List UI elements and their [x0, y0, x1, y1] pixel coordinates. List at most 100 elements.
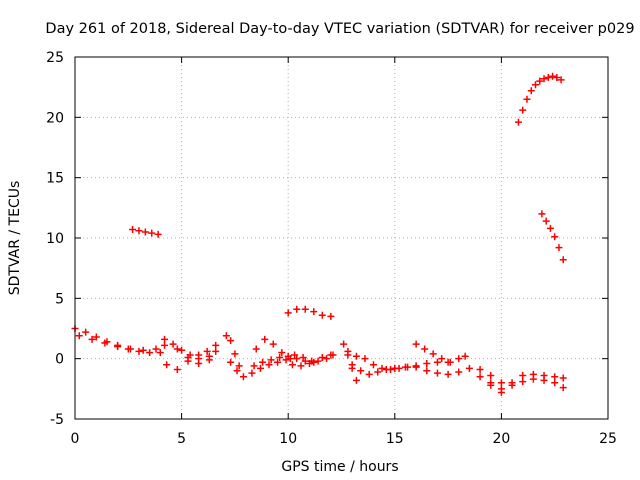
data-point — [293, 355, 301, 363]
series-track-b — [75, 332, 169, 354]
data-point — [252, 345, 260, 353]
data-point — [519, 372, 527, 380]
data-point — [559, 374, 567, 382]
data-point — [310, 308, 318, 316]
data-point — [195, 351, 203, 359]
x-axis-label: GPS time / hours — [281, 459, 398, 475]
series-track-m — [284, 305, 335, 320]
data-point — [297, 362, 305, 370]
data-point — [276, 353, 284, 361]
series-track-f — [173, 345, 220, 367]
data-point — [250, 362, 258, 370]
x-tick-label: 20 — [492, 431, 510, 447]
data-point — [559, 384, 567, 392]
data-point — [549, 72, 557, 80]
y-tick-label: 25 — [46, 50, 64, 66]
data-point — [329, 351, 337, 359]
data-point — [519, 378, 527, 386]
data-point — [421, 345, 429, 353]
data-point — [274, 358, 282, 366]
data-point — [429, 350, 437, 358]
y-tick-label: 0 — [55, 352, 64, 368]
data-point — [156, 349, 164, 357]
data-point — [248, 369, 256, 377]
data-point — [259, 358, 267, 366]
chart-title: Day 261 of 2018, Sidereal Day-to-day VTE… — [45, 21, 634, 37]
data-point — [519, 106, 527, 114]
data-point — [544, 74, 552, 82]
data-point — [169, 340, 177, 348]
data-point — [301, 357, 309, 365]
series-track-l — [288, 351, 337, 370]
data-point — [126, 345, 134, 353]
data-point — [146, 349, 154, 357]
series-track-q — [391, 352, 469, 372]
data-point — [195, 359, 203, 367]
data-point — [256, 364, 264, 372]
data-point — [508, 381, 516, 389]
x-tick-label: 5 — [177, 431, 186, 447]
data-point — [161, 335, 169, 343]
data-point — [401, 363, 409, 371]
data-point — [139, 346, 147, 354]
y-tick-label: 10 — [46, 231, 64, 247]
data-point — [286, 355, 294, 363]
data-point — [433, 358, 441, 366]
data-point — [523, 95, 531, 103]
data-point — [538, 210, 546, 218]
y-axis-label: SDTVAR / TECUs — [7, 181, 23, 296]
series-track-v — [514, 72, 565, 126]
data-point — [382, 366, 390, 374]
data-point — [559, 256, 567, 264]
data-point — [527, 87, 535, 95]
y-tick-label: 20 — [46, 110, 64, 126]
data-point — [497, 379, 505, 387]
series-track-j — [252, 335, 294, 363]
data-point — [540, 376, 548, 384]
data-point — [540, 75, 548, 83]
y-tick-label: -5 — [50, 412, 64, 428]
data-point — [135, 227, 143, 235]
data-point — [184, 353, 192, 361]
data-point — [148, 229, 156, 237]
data-point — [205, 352, 213, 360]
y-tick-label: 5 — [55, 291, 64, 307]
data-point — [433, 369, 441, 377]
data-point — [88, 335, 96, 343]
data-point — [92, 333, 100, 341]
data-point — [152, 345, 160, 353]
y-tick-label: 15 — [46, 171, 64, 187]
data-point — [438, 355, 446, 363]
data-point — [265, 361, 273, 369]
data-point — [551, 379, 559, 387]
data-point — [542, 217, 550, 225]
data-point — [284, 309, 292, 317]
x-tick-label: 0 — [71, 431, 80, 447]
data-point — [551, 373, 559, 381]
data-point — [235, 362, 243, 370]
data-point — [291, 351, 299, 359]
data-point — [203, 347, 211, 355]
data-point — [278, 349, 286, 357]
data-point — [553, 74, 561, 82]
plot-border — [74, 56, 609, 420]
data-point — [323, 355, 331, 363]
x-tick-label: 10 — [279, 431, 297, 447]
data-point — [75, 332, 83, 340]
data-point — [314, 357, 322, 365]
data-point — [282, 356, 290, 364]
data-point — [514, 118, 522, 126]
data-point — [446, 358, 454, 366]
data-point — [412, 340, 420, 348]
data-point — [233, 367, 241, 375]
data-point — [227, 337, 235, 345]
series-track-a — [71, 325, 164, 357]
data-point — [497, 388, 505, 396]
data-point — [555, 244, 563, 252]
data-point — [318, 353, 326, 361]
data-point — [293, 305, 301, 313]
data-point — [391, 364, 399, 372]
data-point — [465, 364, 473, 372]
data-point — [361, 355, 369, 363]
data-point — [455, 368, 463, 376]
